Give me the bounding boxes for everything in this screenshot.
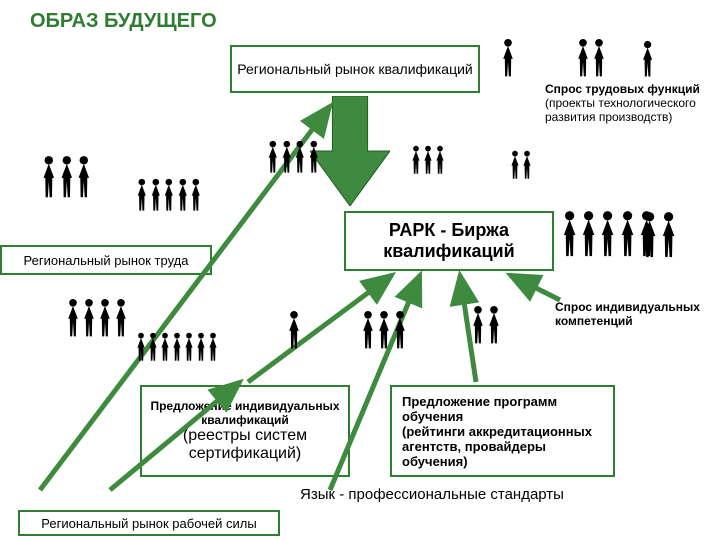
big-down-arrow-icon	[310, 96, 390, 206]
people-silhouette-icon	[135, 332, 219, 362]
people-silhouette-icon	[470, 305, 502, 345]
people-silhouette-icon	[640, 40, 655, 78]
box-rark-exchange: РАРК - Биржа квалификаций	[344, 211, 554, 271]
people-silhouette-icon	[135, 178, 203, 212]
people-silhouette-icon	[40, 155, 93, 199]
box-regional-labor-market: Региональный рынок труда	[0, 245, 212, 275]
page-title: ОБРАЗ БУДУЩЕГО	[30, 10, 217, 33]
box-regional-workforce-market: Региональный рынок рабочей силы	[18, 510, 280, 536]
box-line: Предложение индивидуальных квалификаций	[146, 399, 344, 427]
people-silhouette-icon	[575, 38, 607, 78]
people-silhouette-icon	[266, 140, 320, 174]
box-label: Региональный рынок рабочей силы	[41, 516, 256, 531]
people-silhouette-icon	[500, 38, 516, 78]
text-demand-individual-competencies: Спрос индивидуальных компетенций	[555, 300, 700, 328]
people-silhouette-icon	[509, 150, 533, 180]
people-silhouette-icon	[360, 310, 408, 350]
people-silhouette-icon	[65, 298, 129, 338]
box-line: Предложение программ обучения	[402, 394, 603, 424]
box-individual-qualifications-offer: Предложение индивидуальных квалификаций …	[140, 385, 350, 477]
box-training-programs-offer: Предложение программ обучения (рейтинги …	[390, 385, 615, 477]
box-label: Региональный рынок труда	[24, 253, 189, 268]
text-demand-labor-functions: Спрос трудовых функций (проекты технолог…	[545, 82, 700, 124]
box-regional-qualifications-market: Региональный рынок квалификаций	[230, 45, 480, 93]
people-silhouette-icon	[286, 310, 302, 350]
box-line: (рейтинги аккредитационных агентств, про…	[402, 424, 603, 469]
people-silhouette-icon	[410, 145, 446, 175]
people-silhouette-icon	[640, 211, 678, 259]
box-label: Региональный рынок квалификаций	[237, 61, 472, 77]
box-label: РАРК - Биржа квалификаций	[350, 220, 548, 262]
box-line: (реестры систем сертификаций)	[146, 427, 344, 463]
text-language-standards: Язык - профессиональные стандарты	[300, 486, 564, 503]
